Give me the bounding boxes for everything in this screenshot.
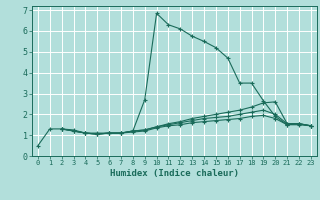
X-axis label: Humidex (Indice chaleur): Humidex (Indice chaleur) xyxy=(110,169,239,178)
